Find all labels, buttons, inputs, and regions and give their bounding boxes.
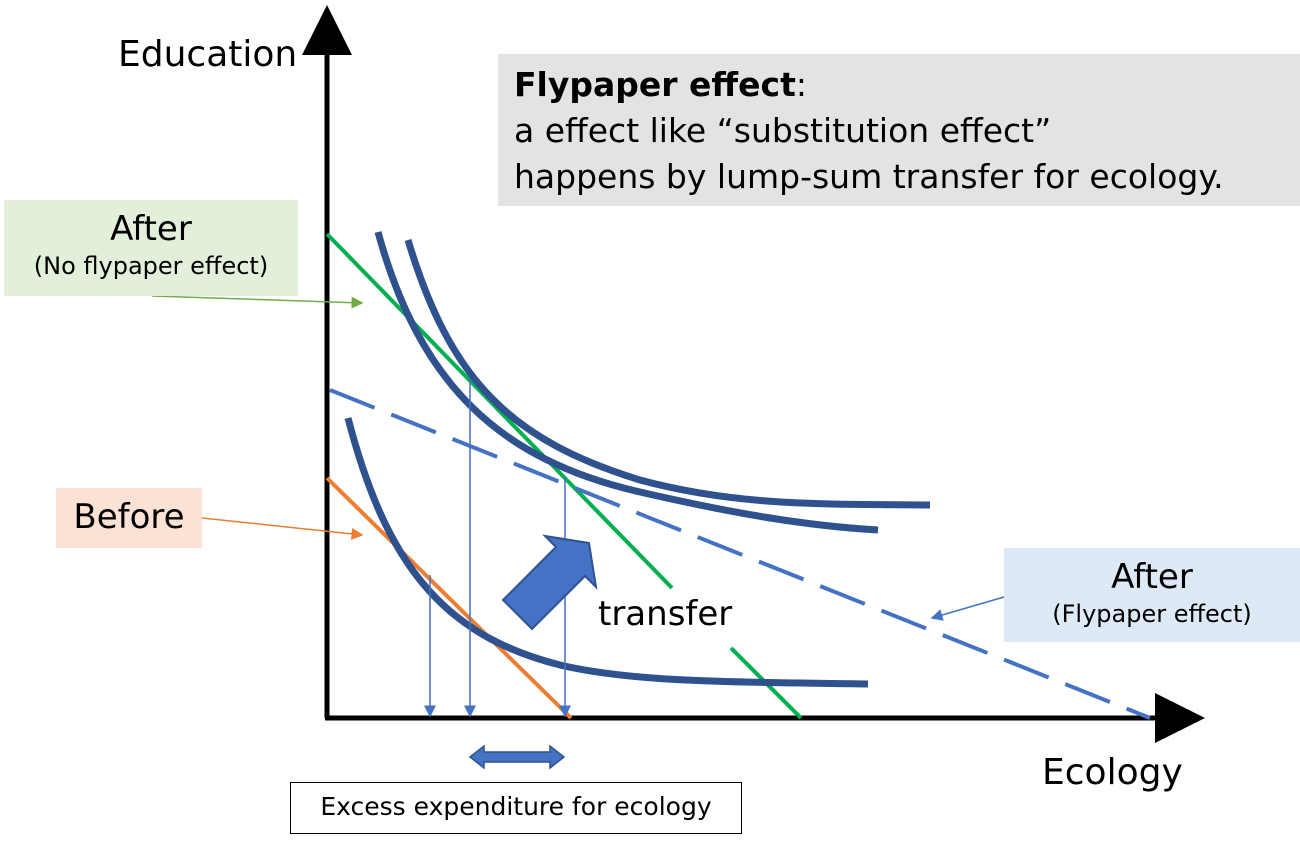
pointer-before: [201, 517, 364, 540]
note-title: Flypaper effect: [514, 65, 796, 104]
label-before: Before: [56, 488, 202, 548]
budget-line-before: [325, 476, 573, 720]
label-after-no-flypaper: After (No flypaper effect): [4, 200, 298, 296]
transfer-label: transfer: [598, 594, 733, 634]
x-axis-label: Ecology: [1042, 752, 1183, 793]
indifference-curve-after-flypaper: [374, 231, 879, 534]
budget-line-after-flypaper: [329, 388, 1151, 720]
label-after-flypaper: After (Flypaper effect): [1004, 548, 1300, 642]
indifference-curve-before: [344, 417, 869, 688]
flypaper-note: Flypaper effect: a effect like “substitu…: [498, 54, 1300, 206]
label-after-flypaper-main: After: [1111, 557, 1193, 597]
indifference-curve-after-no-flypaper: [404, 238, 931, 509]
label-after-no-flypaper-sub: (No flypaper effect): [33, 252, 269, 280]
y-axis-label: Education: [118, 34, 298, 75]
pointer-after-flypaper: [930, 596, 1005, 621]
note-line-2: happens by lump-sum transfer for ecology…: [514, 157, 1224, 196]
excess-expenditure-box: Excess expenditure for ecology: [290, 782, 742, 834]
excess-double-arrow: [468, 744, 566, 770]
label-after-flypaper-sub: (Flypaper effect): [1052, 600, 1252, 628]
budget-line-after-no-flypaper: [325, 232, 674, 590]
transfer-arrow: [501, 534, 598, 631]
note-line-1: a effect like “substitution effect”: [514, 111, 1052, 150]
pointer-after-no-flypaper: [151, 295, 364, 309]
label-after-no-flypaper-main: After: [110, 209, 192, 249]
note-title-suffix: :: [795, 65, 807, 104]
